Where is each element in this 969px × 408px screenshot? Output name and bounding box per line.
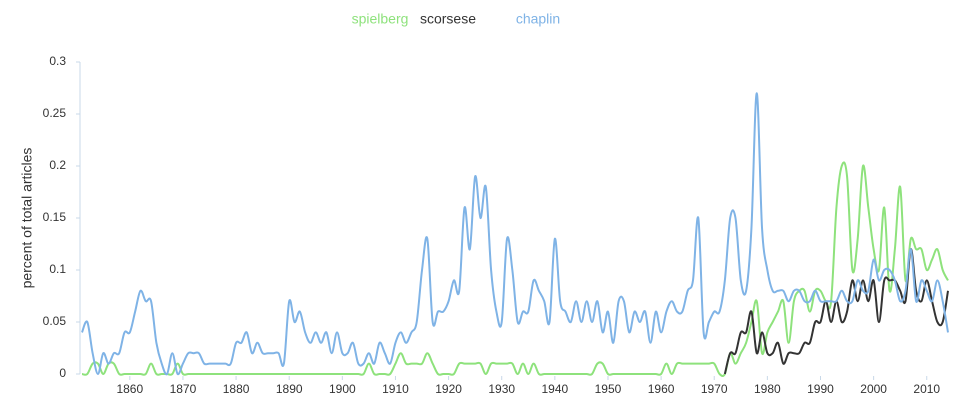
y-tick-label: 0 — [59, 366, 66, 380]
x-tick-label: 1970 — [701, 382, 728, 396]
x-tick-label: 1940 — [541, 382, 568, 396]
y-tick-label: 0.1 — [49, 262, 66, 276]
x-tick-label: 1950 — [595, 382, 622, 396]
x-tick-label: 1860 — [116, 382, 143, 396]
legend-entry: spielberg — [352, 11, 409, 27]
x-tick-label: 1870 — [170, 382, 197, 396]
x-tick-label: 1990 — [807, 382, 834, 396]
y-tick-label: 0.2 — [49, 158, 66, 172]
x-tick-label: 1920 — [435, 382, 462, 396]
legend-entry: chaplin — [516, 11, 560, 27]
y-axis-label: percent of total articles — [19, 148, 35, 289]
y-tick-label: 0.3 — [49, 54, 66, 68]
x-tick-label: 1930 — [488, 382, 515, 396]
x-tick-label: 1900 — [329, 382, 356, 396]
series-line — [81, 161, 949, 377]
x-tick-label: 2000 — [860, 382, 887, 396]
legend-entry: scorsese — [420, 11, 476, 27]
x-tick-label: 1980 — [754, 382, 781, 396]
y-tick-label: 0.05 — [43, 314, 67, 328]
y-tick-label: 0.15 — [43, 210, 67, 224]
x-tick-label: 2010 — [913, 382, 940, 396]
x-tick-label: 1960 — [648, 382, 675, 396]
series-line — [81, 92, 949, 376]
x-tick-label: 1910 — [382, 382, 409, 396]
y-tick-label: 0.25 — [43, 106, 67, 120]
x-tick-label: 1890 — [276, 382, 303, 396]
x-tick-label: 1880 — [223, 382, 250, 396]
